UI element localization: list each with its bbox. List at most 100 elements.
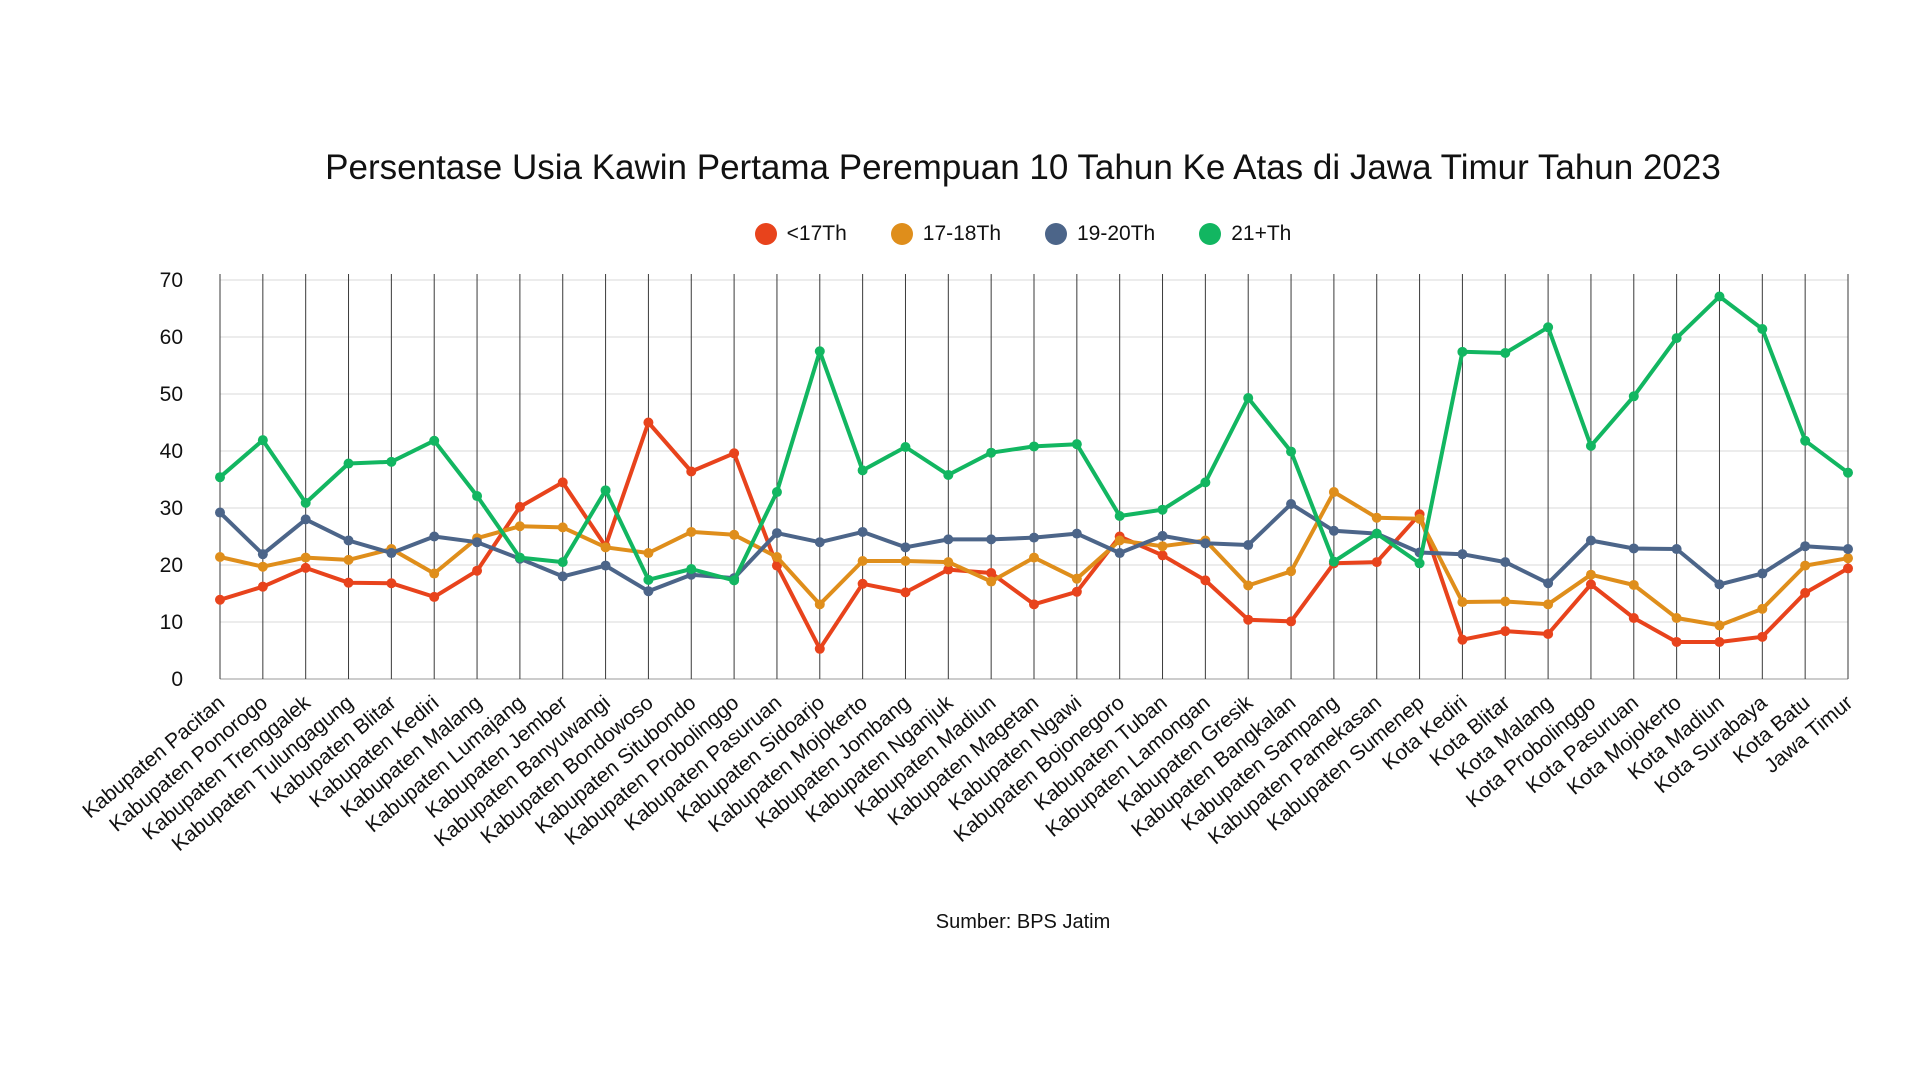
data-point[interactable] (1671, 636, 1682, 647)
data-point[interactable] (943, 469, 954, 480)
data-point[interactable] (900, 542, 911, 553)
data-point[interactable] (1157, 530, 1168, 541)
data-point[interactable] (857, 556, 868, 567)
data-point[interactable] (1757, 631, 1768, 642)
data-point[interactable] (1800, 560, 1811, 571)
data-point[interactable] (1500, 596, 1511, 607)
data-point[interactable] (686, 466, 697, 477)
data-point[interactable] (429, 591, 440, 602)
data-point[interactable] (814, 599, 825, 610)
legend-item-21plus[interactable]: 21+Th (1199, 222, 1291, 246)
data-point[interactable] (1200, 575, 1211, 586)
data-point[interactable] (1843, 467, 1853, 478)
data-point[interactable] (429, 568, 440, 579)
data-point[interactable] (1500, 347, 1511, 358)
data-point[interactable] (429, 531, 440, 542)
data-point[interactable] (1800, 435, 1811, 446)
data-point[interactable] (986, 534, 997, 545)
data-point[interactable] (686, 563, 697, 574)
data-point[interactable] (1714, 291, 1725, 302)
data-point[interactable] (1628, 613, 1639, 624)
legend-item-17-18[interactable]: 17-18Th (890, 222, 1001, 246)
data-point[interactable] (514, 521, 525, 532)
data-point[interactable] (1371, 512, 1382, 523)
data-point[interactable] (643, 574, 654, 585)
data-point[interactable] (300, 552, 311, 563)
data-point[interactable] (600, 560, 611, 571)
data-point[interactable] (1286, 616, 1297, 627)
data-point[interactable] (472, 537, 483, 548)
data-point[interactable] (557, 522, 568, 533)
data-point[interactable] (857, 526, 868, 537)
data-point[interactable] (215, 552, 225, 563)
data-point[interactable] (1286, 446, 1297, 457)
data-point[interactable] (1543, 599, 1554, 610)
data-point[interactable] (1843, 563, 1853, 574)
data-point[interactable] (300, 514, 311, 525)
data-point[interactable] (1243, 540, 1254, 551)
data-point[interactable] (1585, 579, 1596, 590)
data-point[interactable] (1029, 441, 1039, 452)
data-point[interactable] (643, 586, 654, 597)
data-point[interactable] (557, 477, 568, 488)
data-point[interactable] (1286, 566, 1297, 577)
data-point[interactable] (343, 535, 354, 546)
data-point[interactable] (771, 487, 782, 498)
data-point[interactable] (1757, 568, 1768, 579)
data-point[interactable] (1585, 569, 1596, 580)
data-point[interactable] (386, 578, 397, 589)
data-point[interactable] (1328, 525, 1339, 536)
data-point[interactable] (1671, 544, 1682, 555)
data-point[interactable] (814, 537, 825, 548)
data-point[interactable] (1585, 440, 1596, 451)
data-point[interactable] (1671, 333, 1682, 344)
data-point[interactable] (557, 571, 568, 582)
data-point[interactable] (1500, 626, 1511, 637)
data-point[interactable] (514, 552, 525, 563)
data-point[interactable] (857, 465, 868, 476)
data-point[interactable] (215, 594, 225, 605)
data-point[interactable] (557, 557, 568, 568)
data-point[interactable] (1371, 557, 1382, 568)
data-point[interactable] (857, 578, 868, 589)
data-point[interactable] (1071, 586, 1082, 597)
data-point[interactable] (1243, 392, 1254, 403)
data-point[interactable] (1243, 614, 1254, 625)
data-point[interactable] (1628, 391, 1639, 402)
data-point[interactable] (1543, 628, 1554, 639)
data-point[interactable] (257, 549, 268, 560)
data-point[interactable] (1628, 543, 1639, 554)
data-point[interactable] (1243, 580, 1254, 591)
data-point[interactable] (1457, 597, 1468, 608)
data-point[interactable] (1157, 504, 1168, 515)
data-point[interactable] (1543, 578, 1554, 589)
data-point[interactable] (729, 529, 740, 540)
data-point[interactable] (215, 507, 225, 518)
data-point[interactable] (1757, 324, 1768, 335)
data-point[interactable] (771, 528, 782, 539)
data-point[interactable] (1714, 620, 1725, 631)
data-point[interactable] (343, 554, 354, 565)
data-point[interactable] (472, 565, 483, 576)
data-point[interactable] (600, 542, 611, 553)
data-point[interactable] (1414, 513, 1425, 524)
data-point[interactable] (257, 435, 268, 446)
data-point[interactable] (386, 548, 397, 559)
data-point[interactable] (343, 577, 354, 588)
data-point[interactable] (1200, 538, 1211, 549)
data-point[interactable] (1843, 544, 1853, 555)
data-point[interactable] (1328, 556, 1339, 567)
data-point[interactable] (1114, 535, 1125, 546)
data-point[interactable] (386, 456, 397, 467)
data-point[interactable] (900, 442, 911, 453)
data-point[interactable] (943, 534, 954, 545)
data-point[interactable] (643, 417, 654, 428)
data-point[interactable] (943, 557, 954, 568)
data-point[interactable] (771, 552, 782, 563)
data-point[interactable] (1585, 535, 1596, 546)
data-point[interactable] (1071, 528, 1082, 539)
data-point[interactable] (1414, 558, 1425, 569)
data-point[interactable] (1200, 477, 1211, 488)
data-point[interactable] (729, 575, 740, 586)
data-point[interactable] (1714, 636, 1725, 647)
